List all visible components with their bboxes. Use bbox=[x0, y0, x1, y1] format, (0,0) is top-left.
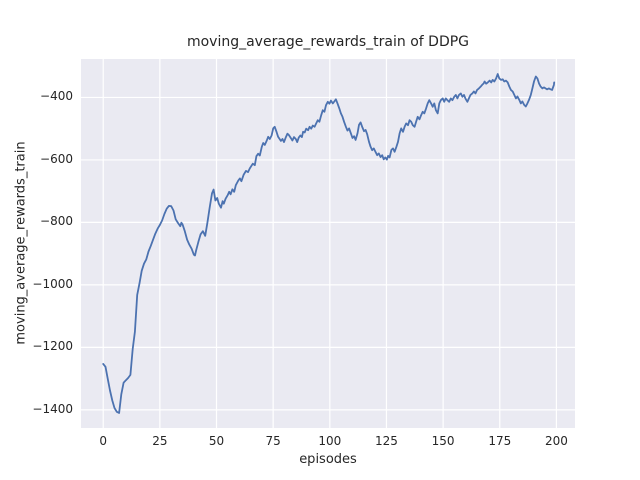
chart-title: moving_average_rewards_train of DDPG bbox=[186, 34, 470, 50]
x-tick-label: 75 bbox=[265, 434, 281, 448]
y-tick-label: −1400 bbox=[32, 401, 73, 416]
plot-area bbox=[81, 59, 575, 428]
y-axis-label: moving_average_rewards_train bbox=[13, 141, 29, 345]
x-tick-label: 200 bbox=[544, 434, 568, 448]
x-axis-label: episodes bbox=[299, 452, 357, 467]
x-tick-label: 100 bbox=[318, 434, 342, 448]
x-tick-label: 175 bbox=[488, 434, 512, 448]
x-tick-label: 125 bbox=[375, 434, 398, 448]
line-chart-canvas bbox=[81, 59, 575, 428]
x-tick-label: 150 bbox=[431, 434, 455, 448]
x-tick-label: 25 bbox=[152, 434, 168, 448]
y-tick-label: −800 bbox=[40, 214, 73, 229]
y-tick-label: −600 bbox=[40, 151, 73, 166]
y-tick-label: −1000 bbox=[32, 276, 73, 291]
y-tick-label: −400 bbox=[40, 89, 73, 104]
y-tick-label: −1200 bbox=[32, 339, 73, 354]
x-tick-label: 50 bbox=[208, 434, 225, 448]
x-tick-label: 0 bbox=[99, 434, 108, 448]
data-line bbox=[102, 73, 556, 414]
